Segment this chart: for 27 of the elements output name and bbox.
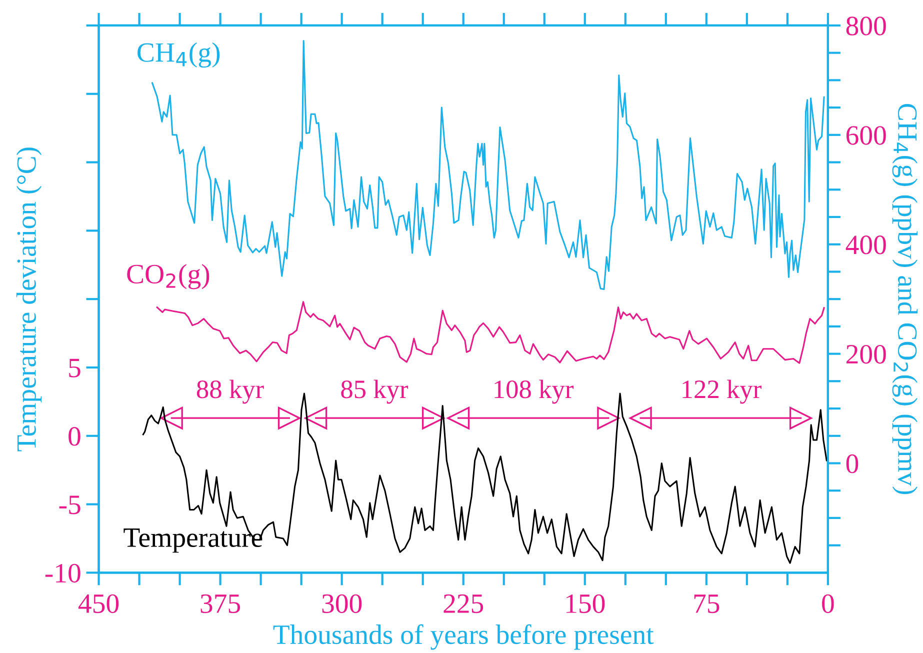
y2-tick-label: 0 (846, 454, 858, 474)
x-tick-label: 75 (694, 594, 720, 614)
y2-axis-title: CH$_{4}$(g) (ppbv) and CO$_{2}$(g) (ppmv) (892, 104, 918, 494)
y-tick-label: -10 (45, 564, 80, 583)
y2-tick-label: 400 (846, 236, 886, 254)
legend-label: CH$_{4}$(g) (138, 42, 220, 68)
x-tick-label: 0 (822, 594, 834, 614)
series-label: Temperature (124, 528, 262, 553)
y2-tick-label: 600 (846, 126, 886, 145)
x-tick-label: 300 (322, 594, 362, 614)
x-tick-label: 375 (200, 594, 240, 614)
annotation: 108 kyr (494, 380, 574, 404)
series-label: CO$_{2}$(g) (127, 264, 210, 290)
x-tick-label: 450 (78, 594, 119, 614)
x-axis-title: Thousands of years before present (273, 624, 654, 650)
line-series (156, 301, 825, 364)
y2-tick-label: 200 (846, 344, 886, 364)
annotation: 122 kyr (682, 380, 762, 404)
y-tick-label: 0 (68, 427, 80, 446)
annotation: 88 kyr (196, 380, 264, 404)
y-tick-label: 5 (69, 358, 80, 378)
y-axis-title: Temperature deviation (°C) (16, 148, 42, 452)
y-tick-label: -5 (59, 496, 80, 514)
x-tick-label: 150 (566, 594, 605, 614)
x-tick-label: 225 (444, 594, 484, 614)
y2-tick-label: 800 (846, 16, 886, 36)
annotation: 85 kyr (341, 380, 408, 404)
